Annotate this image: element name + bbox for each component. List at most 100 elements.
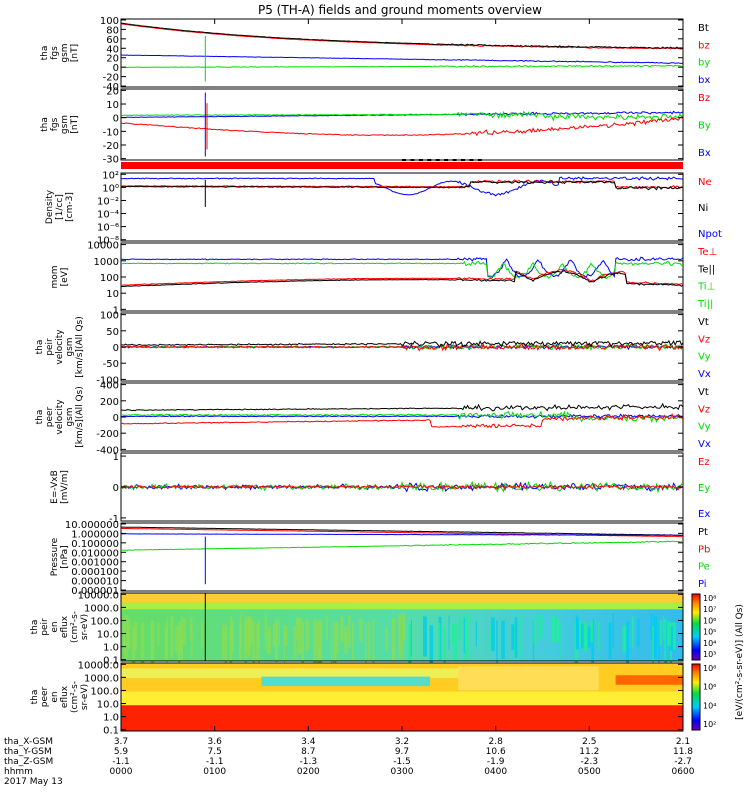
ion-spectrogram-cell	[458, 616, 462, 640]
series-by	[120, 64, 684, 69]
flag-mark	[477, 159, 482, 161]
ytick-label: 50	[106, 327, 119, 338]
series-te-par	[120, 270, 684, 288]
ion-spectrogram-cell	[514, 617, 518, 658]
panel-frame	[120, 592, 684, 662]
ion-spectrogram-cell	[250, 618, 254, 641]
ytick-label: 80	[106, 25, 119, 36]
ion-spectrogram-cell	[225, 625, 228, 658]
xaxis-value: 9.7	[395, 747, 409, 757]
ytick-label: 0	[113, 483, 119, 494]
ytick-label: 10	[106, 100, 119, 111]
electron-spectrogram-warm	[458, 666, 599, 691]
ion-spectrogram-cell	[221, 624, 225, 659]
ylabel-line: eflux	[60, 615, 70, 638]
xaxis-value: -2.3	[581, 757, 599, 767]
ylabel-line: gsm	[60, 115, 70, 134]
ion-spectrogram-cell	[590, 620, 593, 643]
ytick-label: 1000.0	[84, 673, 119, 684]
ion-spectrogram-cell	[122, 624, 124, 647]
ion-spectrogram-cell	[636, 618, 640, 647]
xaxis-row-label: hhmm	[4, 767, 33, 777]
series-vt	[121, 339, 684, 348]
legend-entry: Vz	[698, 404, 710, 415]
ylabel-line: (cm²-s-	[70, 611, 80, 643]
ion-spectrogram-cell	[348, 615, 351, 647]
ylabel-line: gsm	[65, 407, 75, 426]
flag-mark	[444, 159, 449, 161]
legend-entry: Te||	[697, 264, 715, 275]
ion-spectrogram-cell	[201, 621, 204, 648]
ylabel-line: [km/s](All Qs)	[75, 316, 85, 378]
ytick-label: 0.000001	[71, 586, 119, 597]
flag-mark	[427, 159, 432, 161]
xaxis-value: 10.6	[486, 747, 506, 757]
legend-entry: Ey	[698, 483, 710, 494]
series-ti-perp	[120, 256, 684, 279]
ytick-label: 0	[113, 63, 119, 74]
ylabel-line: E=-VxB	[50, 470, 60, 504]
ion-spectrogram-cell	[626, 620, 630, 667]
colorbar-tick: 10⁸	[703, 664, 716, 673]
ion-spectrogram-cell	[157, 622, 160, 646]
ytick-label: 1	[113, 305, 119, 316]
ion-spectrogram-cell	[231, 620, 234, 654]
ytick-label: 20	[106, 86, 119, 97]
legend-entry: Vy	[698, 352, 711, 363]
ion-spectrogram-cell	[463, 617, 465, 654]
series-te-perp	[120, 269, 684, 286]
legend-entry: Npot	[698, 229, 722, 240]
ion-spectrogram-cell	[560, 622, 562, 658]
ion-spectrogram-cell	[408, 624, 412, 670]
legend-entry: Pe	[698, 562, 710, 573]
ion-spectrogram-cell	[423, 616, 427, 657]
ion-spectrogram-cell	[669, 626, 674, 651]
ytick-label: 0.1	[103, 726, 119, 737]
flag-mark	[410, 159, 415, 161]
ion-spectrogram-cell	[391, 617, 396, 662]
ion-spectrogram-cell	[256, 623, 260, 648]
ion-spectrogram-cell	[664, 619, 667, 665]
colorbar-tick: 10²	[703, 720, 716, 729]
series-pi	[121, 533, 684, 536]
xaxis-value: 11.2	[579, 747, 599, 757]
ion-spectrogram-cell	[124, 615, 128, 659]
legend-entry: Pi	[698, 579, 707, 590]
legend-entry: Pb	[698, 544, 710, 555]
xaxis-value: 0000	[110, 767, 133, 777]
ion-spectrogram-cell	[368, 621, 371, 660]
ion-spectrogram-cell	[583, 622, 588, 652]
ytick-label: 0	[113, 413, 119, 424]
xaxis-value: 0600	[672, 767, 695, 777]
ion-spectrogram-cell	[653, 616, 657, 659]
ylabel-line: gsm	[60, 43, 70, 62]
ylabel-line: peir	[45, 338, 55, 356]
ion-spectrogram-cell	[333, 621, 337, 664]
ytick-label: 100.0	[90, 686, 119, 697]
xaxis-value: -1.1	[112, 757, 130, 767]
ion-spectrogram-cell	[443, 626, 446, 667]
legend-entry: Ni	[698, 203, 708, 214]
ion-spectrogram-cell	[385, 626, 388, 651]
ion-spectrogram-cell	[244, 621, 248, 655]
ylabel-line: peir	[40, 618, 50, 636]
ylabel-line: mom	[50, 265, 60, 288]
legend-entry: Bz	[698, 93, 710, 104]
xaxis-date: 2017 May 13	[4, 777, 63, 787]
ytick-label: 1	[113, 452, 119, 463]
xaxis-value: -1.9	[487, 757, 505, 767]
electron-spectrogram-cool	[261, 676, 431, 687]
colorbar-tick: 10⁶	[703, 683, 716, 692]
panel-frame	[120, 172, 684, 242]
ion-spectrogram-cell	[175, 626, 178, 653]
ion-spectrogram-cell	[265, 618, 267, 652]
legend-entry: Ti||	[697, 299, 713, 310]
xaxis-value: 0500	[578, 767, 601, 777]
ion-spectrogram-cell	[296, 617, 299, 639]
ion-spectrogram-cell	[340, 616, 344, 643]
ion-spectrogram-cell	[358, 618, 363, 642]
ion-spectrogram-cell	[297, 617, 302, 654]
ion-spectrogram-cell	[631, 615, 634, 648]
colorbar	[691, 663, 701, 731]
